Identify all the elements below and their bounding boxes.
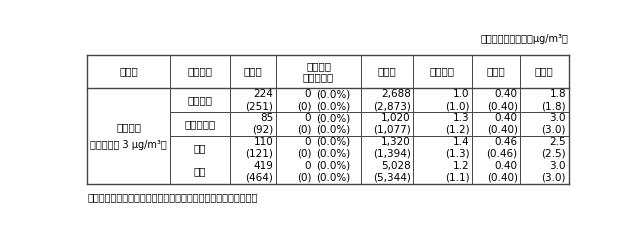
Text: (121): (121) (246, 149, 273, 159)
Text: (2.5): (2.5) (541, 149, 566, 159)
Text: (1,077): (1,077) (373, 125, 411, 135)
Text: (3.0): (3.0) (541, 125, 566, 135)
Text: (251): (251) (246, 101, 273, 111)
Text: (1.0): (1.0) (445, 101, 469, 111)
Text: (0): (0) (297, 101, 311, 111)
Text: (92): (92) (252, 125, 273, 135)
Text: 物質名: 物質名 (119, 67, 138, 76)
Text: 1.4: 1.4 (452, 137, 469, 147)
Text: (0.0%): (0.0%) (316, 149, 350, 159)
Text: (0.46): (0.46) (486, 149, 518, 159)
Text: （注）下段の括弧内は、参考地点のデータを含めた数値である。: （注）下段の括弧内は、参考地点のデータを含めた数値である。 (88, 192, 258, 202)
Text: (2,873): (2,873) (372, 101, 411, 111)
Text: 0: 0 (305, 113, 311, 123)
Text: 0.40: 0.40 (495, 161, 518, 171)
Text: 最大値: 最大値 (535, 67, 554, 76)
Text: (0.0%): (0.0%) (316, 89, 350, 99)
Text: （年平均値の単位：μg/m³）: （年平均値の単位：μg/m³） (481, 34, 568, 44)
Text: (1.2): (1.2) (445, 125, 469, 135)
Text: 検体数: 検体数 (378, 67, 396, 76)
Text: 5,028: 5,028 (381, 161, 411, 171)
Text: (1.8): (1.8) (541, 101, 566, 111)
Text: 0.40: 0.40 (495, 89, 518, 99)
Text: 3.0: 3.0 (550, 161, 566, 171)
Text: 沿道: 沿道 (194, 143, 206, 153)
Text: (0.40): (0.40) (486, 125, 518, 135)
Text: (0): (0) (297, 149, 311, 159)
Text: (464): (464) (246, 173, 273, 183)
Text: 0.46: 0.46 (495, 137, 518, 147)
Text: (0.0%): (0.0%) (316, 113, 350, 123)
Text: 85: 85 (260, 113, 273, 123)
Text: (3.0): (3.0) (541, 173, 566, 183)
Text: (5,344): (5,344) (372, 173, 411, 183)
Text: 地点数: 地点数 (244, 67, 262, 76)
Text: 110: 110 (253, 137, 273, 147)
Text: 1.8: 1.8 (550, 89, 566, 99)
Text: 224: 224 (253, 89, 273, 99)
Text: 2.5: 2.5 (550, 137, 566, 147)
Text: 1,020: 1,020 (381, 113, 411, 123)
Text: 年平均値: 年平均値 (430, 67, 455, 76)
Text: 0: 0 (305, 137, 311, 147)
Text: 全体: 全体 (194, 167, 206, 177)
Text: (0.0%): (0.0%) (316, 173, 350, 183)
Text: (0.40): (0.40) (486, 173, 518, 183)
Text: 419: 419 (253, 161, 273, 171)
Text: 一般環境: 一般環境 (188, 95, 212, 105)
Text: 発生源周辺: 発生源周辺 (184, 119, 216, 129)
Text: 環境基準
超過地点数: 環境基準 超過地点数 (303, 61, 334, 82)
Text: 最小値: 最小値 (486, 67, 506, 76)
Text: 地域分類: 地域分類 (188, 67, 212, 76)
Text: 0: 0 (305, 89, 311, 99)
Text: ベンゼン: ベンゼン (116, 122, 141, 132)
Text: (0.0%): (0.0%) (316, 137, 350, 147)
Text: 1.3: 1.3 (452, 113, 469, 123)
Text: 3.0: 3.0 (550, 113, 566, 123)
Text: 1.2: 1.2 (452, 161, 469, 171)
Text: (0.0%): (0.0%) (316, 161, 350, 171)
Text: (1.3): (1.3) (445, 149, 469, 159)
Text: (0): (0) (297, 173, 311, 183)
Text: 2,688: 2,688 (381, 89, 411, 99)
Text: (0.0%): (0.0%) (316, 101, 350, 111)
Text: （環境基準 3 μg/m³）: （環境基準 3 μg/m³） (90, 140, 167, 150)
Text: 1.0: 1.0 (452, 89, 469, 99)
Text: (0.0%): (0.0%) (316, 125, 350, 135)
Text: (1,394): (1,394) (372, 149, 411, 159)
Text: 0.40: 0.40 (495, 113, 518, 123)
Text: 1,320: 1,320 (381, 137, 411, 147)
Text: (1.1): (1.1) (445, 173, 469, 183)
Text: (0.40): (0.40) (486, 101, 518, 111)
Text: 0: 0 (305, 161, 311, 171)
Text: (0): (0) (297, 125, 311, 135)
